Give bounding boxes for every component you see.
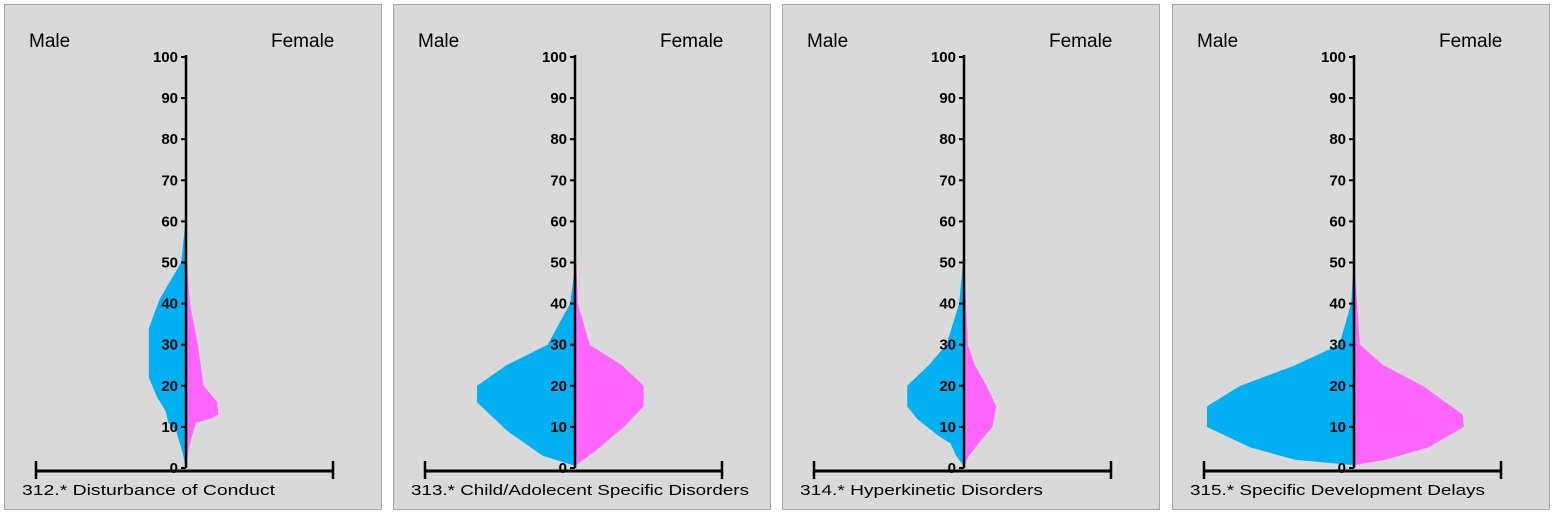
y-tick-label: 60 [1329,213,1346,230]
y-tick-label: 70 [939,172,956,189]
y-tick-label: 90 [1329,90,1346,107]
male-distribution-area [148,213,186,468]
chart-315: 0 10 20 30 40 50 60 70 80 90 100 Male Female 315.* Sp… [1190,31,1502,499]
y-tick-label: 10 [1329,419,1346,436]
y-tick-label: 0 [948,460,956,477]
y-tick-label: 70 [1329,172,1346,189]
chart-312: 0 10 20 30 40 50 60 70 80 90 100 Male Female 312.* Di… [22,31,334,499]
male-distribution-area [907,241,964,468]
y-tick-label: 60 [161,213,178,230]
y-tick-label: 80 [939,131,956,148]
y-tick-label: 10 [161,419,178,436]
y-tick-label: 30 [939,337,956,354]
female-distribution-area [186,229,219,468]
chart-title: 312.* Disturbance of Conduct [22,482,276,499]
y-tick-label: 80 [1329,131,1346,148]
y-tick-label: 80 [161,131,178,148]
male-label: Male [1197,31,1238,52]
female-distribution-area [964,213,997,468]
y-tick-label: 100 [931,49,956,66]
chart-title: 315.* Specific Development Delays [1190,482,1485,499]
y-tick-label: 60 [939,213,956,230]
female-distribution-area [575,221,644,468]
y-tick-label: 20 [939,378,956,395]
y-tick-label: 100 [153,49,178,66]
chart-title: 314.* Hyperkinetic Disorders [800,482,1043,499]
y-tick-label: 20 [550,378,567,395]
y-tick-label: 0 [1338,460,1346,477]
female-label: Female [271,31,334,52]
y-tick-label: 50 [161,255,178,272]
y-tick-label: 10 [939,419,956,436]
y-tick-label: 20 [161,378,178,395]
y-tick-label: 60 [550,213,567,230]
male-distribution-area [1207,254,1354,468]
y-tick-label: 50 [939,255,956,272]
y-tick-label: 10 [550,419,567,436]
y-tick-label: 40 [161,296,178,313]
chart-title: 313.* Child/Adolecent Specific Disorders [411,482,749,499]
y-tick-label: 50 [1329,255,1346,272]
y-tick-label: 100 [542,49,567,66]
y-tick-label: 40 [550,296,567,313]
male-label: Male [29,31,70,52]
female-label: Female [660,31,723,52]
y-tick-label: 30 [161,337,178,354]
chart-314: 0 10 20 30 40 50 60 70 80 90 100 Male Female 314.* Hy… [800,31,1112,499]
y-tick-label: 30 [1329,337,1346,354]
y-tick-label: 50 [550,255,567,272]
chart-panel-315: 0 10 20 30 40 50 60 70 80 90 100 Male Female 315.* Sp… [1172,4,1550,510]
y-tick-label: 20 [1329,378,1346,395]
y-tick-label: 0 [559,460,567,477]
chart-panel-314: 0 10 20 30 40 50 60 70 80 90 100 Male Female 314.* Hy… [782,4,1160,510]
male-label: Male [418,31,459,52]
y-tick-label: 90 [550,90,567,107]
y-tick-label: 40 [1329,296,1346,313]
y-tick-label: 40 [939,296,956,313]
female-distribution-area [1354,221,1464,468]
female-label: Female [1439,31,1502,52]
male-label: Male [807,31,848,52]
y-tick-label: 90 [939,90,956,107]
y-tick-label: 100 [1321,49,1346,66]
y-tick-label: 70 [550,172,567,189]
male-distribution-area [477,262,575,468]
y-tick-label: 30 [550,337,567,354]
y-tick-label: 70 [161,172,178,189]
chart-panel-313: 0 10 20 30 40 50 60 70 80 90 100 Male Female 313.* Ch… [393,4,771,510]
y-tick-label: 90 [161,90,178,107]
y-tick-label: 80 [550,131,567,148]
chart-313: 0 10 20 30 40 50 60 70 80 90 100 Male Female 313.* Ch… [411,31,749,499]
y-tick-label: 0 [170,460,178,477]
chart-panel-312: 0 10 20 30 40 50 60 70 80 90 100 Male Female 312.* Di… [4,4,382,510]
female-label: Female [1049,31,1112,52]
